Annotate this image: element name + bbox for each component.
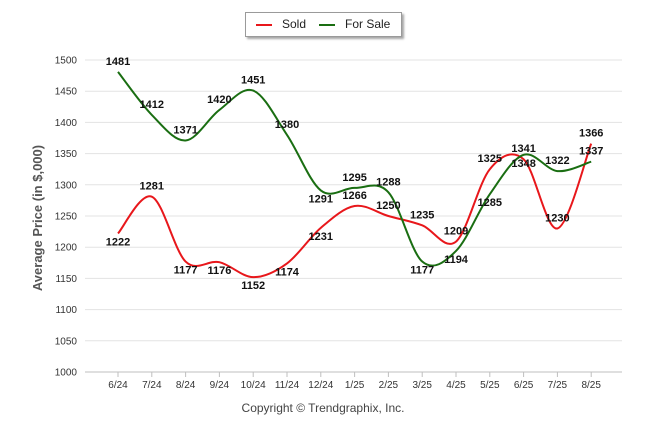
for-sale-data-label: 1412 <box>140 99 164 111</box>
y-tick-label: 1400 <box>55 118 78 129</box>
y-axis-title: Average Price (in $,000) <box>30 145 45 291</box>
sold-data-label: 1250 <box>376 200 400 212</box>
sold-legend-label: Sold <box>282 17 307 31</box>
sold-data-label: 1366 <box>579 128 603 140</box>
y-tick-label: 1450 <box>55 87 78 98</box>
x-tick-label: 2/25 <box>379 380 399 391</box>
for-sale-data-label: 1481 <box>106 56 130 68</box>
x-tick-label: 6/24 <box>108 380 128 391</box>
for-sale-data-label: 1285 <box>478 197 502 209</box>
for-sale-data-label: 1291 <box>309 193 333 205</box>
y-tick-label: 1150 <box>55 274 77 285</box>
for-sale-data-label: 1420 <box>207 94 231 106</box>
x-tick-label: 12/24 <box>308 380 333 391</box>
sold-data-label: 1341 <box>511 143 535 155</box>
x-tick-label: 8/24 <box>176 380 196 391</box>
for-sale-data-label: 1337 <box>579 146 603 158</box>
for-sale-series-line <box>117 71 592 267</box>
x-tick-label: 6/25 <box>514 380 534 391</box>
sold-legend-swatch <box>256 24 272 26</box>
for-sale-data-label: 1348 <box>511 158 535 170</box>
for-sale-data-label: 1322 <box>545 155 569 167</box>
x-tick-label: 1/25 <box>345 380 365 391</box>
sold-data-label: 1230 <box>545 212 569 224</box>
x-tick-label: 7/25 <box>548 380 568 391</box>
for-sale-data-label: 1288 <box>376 176 400 188</box>
y-tick-label: 1050 <box>55 336 78 347</box>
x-tick-label: 7/24 <box>142 380 162 391</box>
sold-data-label: 1152 <box>241 280 265 292</box>
legend: Sold For Sale <box>245 12 402 37</box>
for-sale-data-label: 1194 <box>444 254 469 266</box>
x-tick-label: 3/25 <box>412 380 432 391</box>
x-tick-label: 10/24 <box>241 380 266 391</box>
sold-series-line <box>117 143 593 279</box>
sold-data-label: 1266 <box>342 190 366 202</box>
y-tick-label: 1250 <box>55 212 78 223</box>
sold-data-label: 1325 <box>478 153 502 165</box>
for-sale-legend-swatch <box>319 24 335 26</box>
y-tick-label: 1300 <box>55 180 78 191</box>
copyright-footer: Copyright © Trendgraphix, Inc. <box>241 401 405 415</box>
y-tick-label: 1500 <box>55 56 78 67</box>
for-sale-data-label: 1177 <box>410 265 434 277</box>
x-tick-label: 11/24 <box>275 380 300 391</box>
x-tick-label: 8/25 <box>581 380 601 391</box>
sold-data-label: 1235 <box>410 209 434 221</box>
y-tick-label: 1200 <box>55 243 78 254</box>
for-sale-data-label: 1371 <box>173 124 197 136</box>
x-tick-label: 5/25 <box>480 380 500 391</box>
y-tick-label: 1000 <box>55 368 78 379</box>
sold-data-label: 1281 <box>140 181 164 193</box>
for-sale-data-label: 1451 <box>241 75 265 87</box>
for-sale-data-label: 1380 <box>275 119 299 131</box>
sold-data-label: 1222 <box>106 236 130 248</box>
for-sale-legend-label: For Sale <box>345 17 391 31</box>
sold-data-label: 1177 <box>174 265 198 277</box>
y-tick-label: 1350 <box>55 149 78 160</box>
for-sale-data-label: 1295 <box>342 172 366 184</box>
x-tick-label: 4/25 <box>446 380 466 391</box>
sold-data-label: 1176 <box>207 265 231 277</box>
sold-data-label: 1174 <box>275 266 300 278</box>
sold-data-label: 1209 <box>444 226 468 238</box>
sold-data-label: 1231 <box>309 231 333 243</box>
x-tick-label: 9/24 <box>210 380 230 391</box>
y-tick-label: 1100 <box>55 305 77 316</box>
